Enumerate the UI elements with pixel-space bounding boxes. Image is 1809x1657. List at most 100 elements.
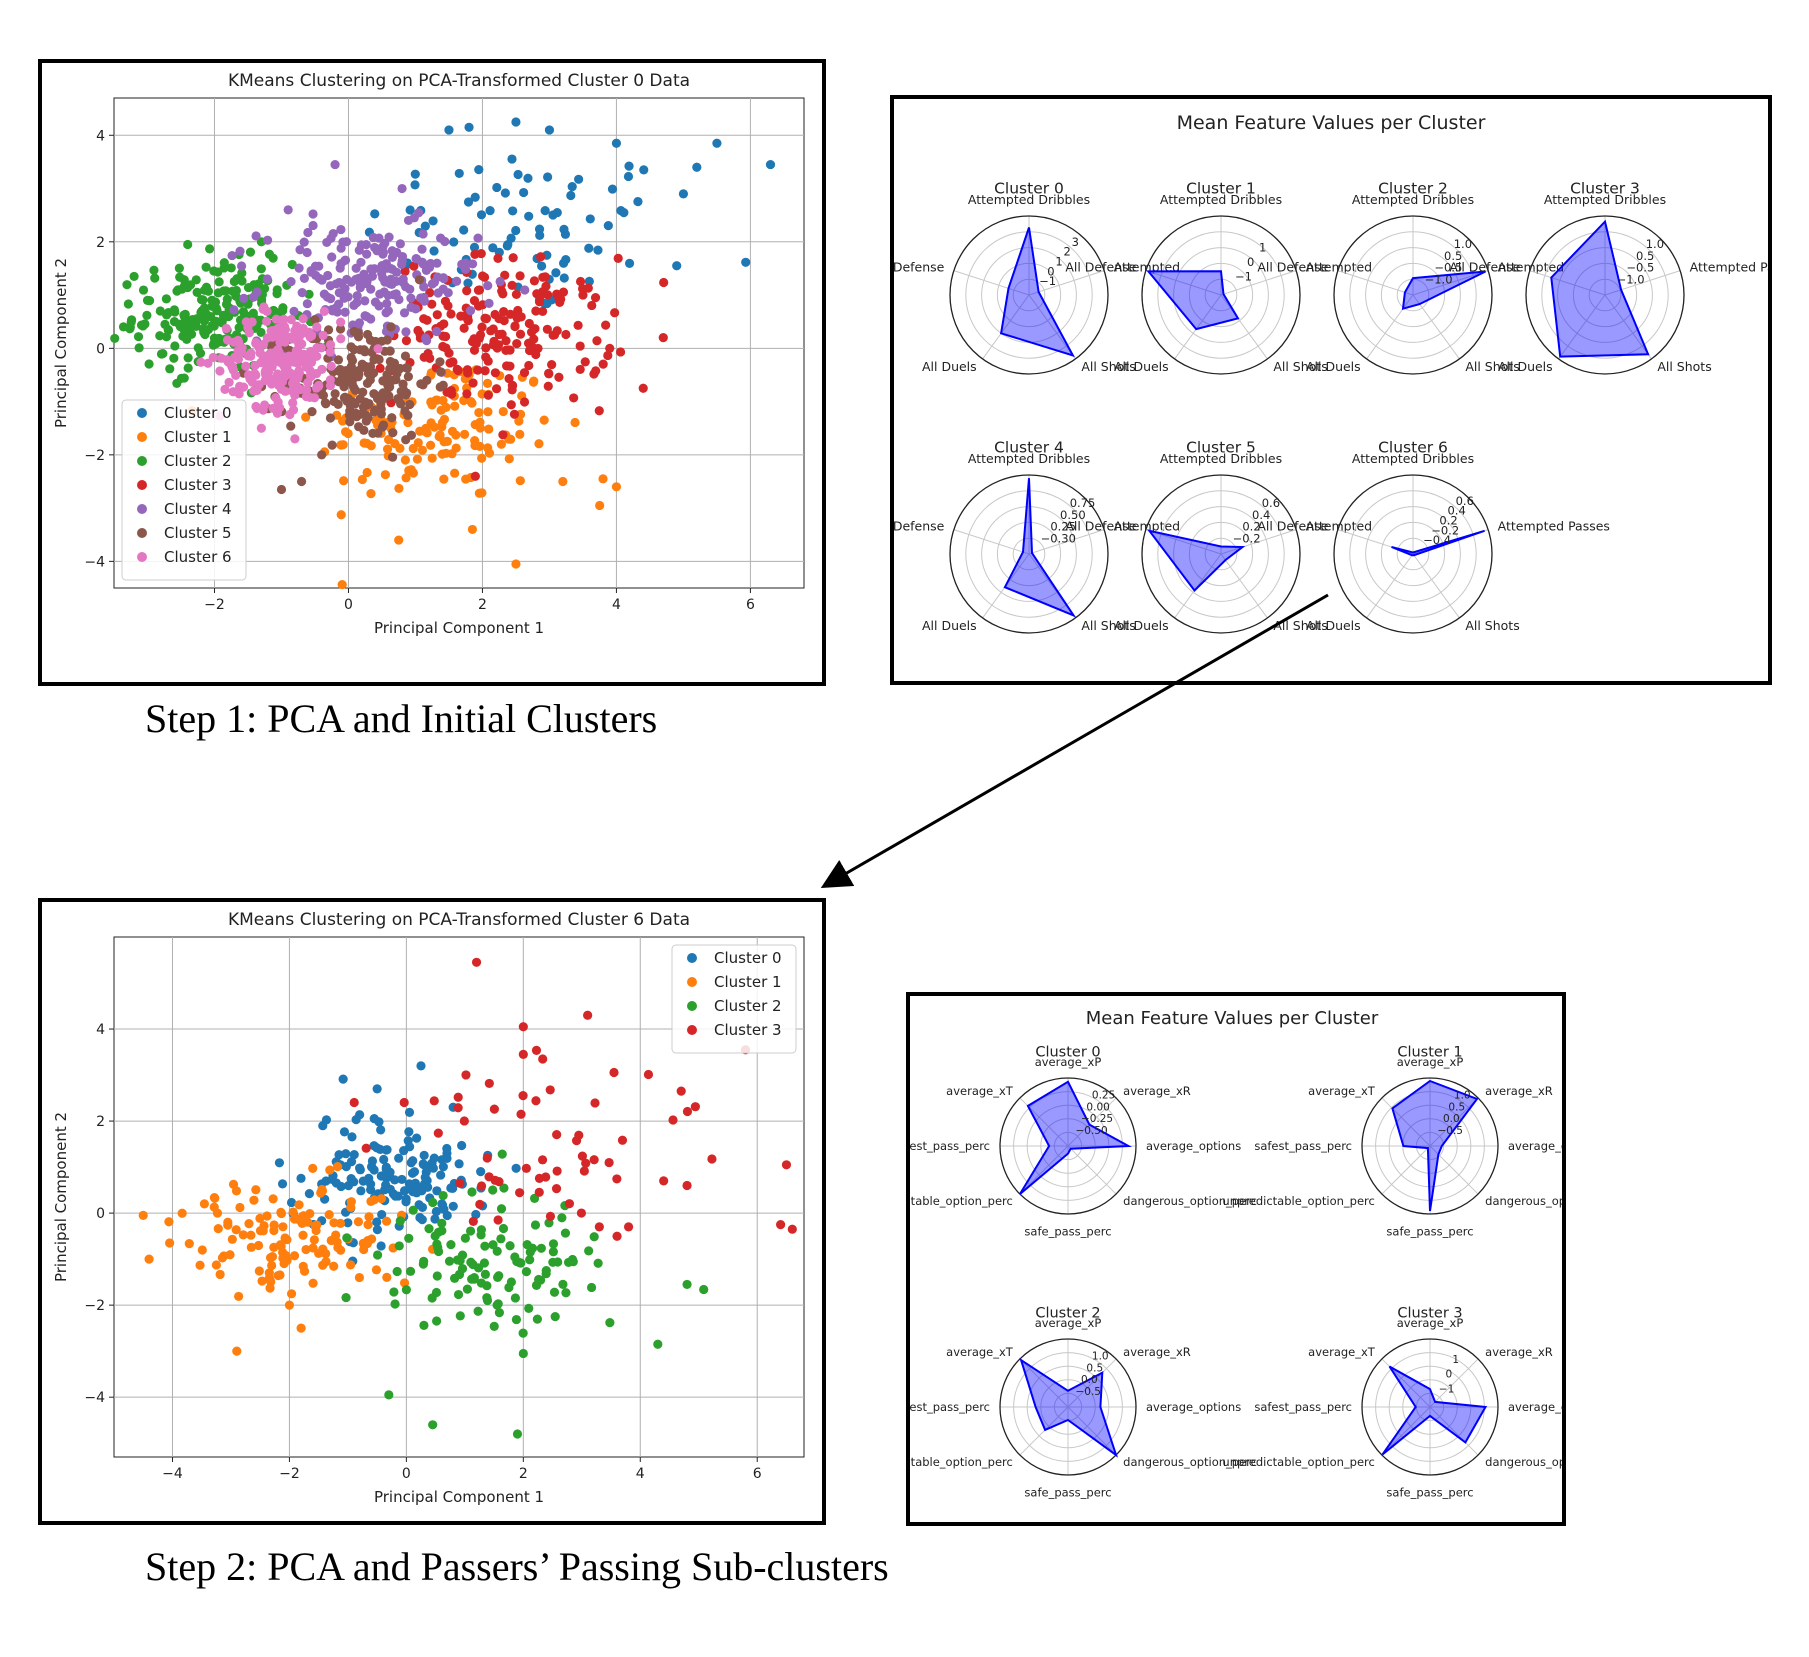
- scatter-point: [269, 1220, 279, 1230]
- scatter-point: [142, 310, 152, 320]
- scatter-point: [381, 1216, 392, 1226]
- scatter-point: [548, 1239, 559, 1249]
- scatter-point: [376, 1125, 386, 1135]
- scatter-point: [466, 1257, 476, 1267]
- radar-r-tick-label: 1: [1259, 241, 1266, 255]
- scatter-point: [246, 1242, 256, 1252]
- radar-spoke: [1145, 270, 1222, 296]
- scatter-point: [165, 1238, 175, 1248]
- radar-outline: [1525, 215, 1685, 375]
- legend-label: Cluster 4: [164, 500, 232, 518]
- scatter-point: [375, 363, 385, 373]
- scatter-point: [412, 1133, 422, 1143]
- scatter-point: [401, 363, 412, 373]
- radar-spoke: [1604, 294, 1652, 360]
- scatter-point: [318, 390, 329, 401]
- scatter-point: [548, 1257, 558, 1267]
- scatter-point: [612, 1174, 622, 1184]
- scatter-point: [352, 297, 362, 308]
- scatter-point: [255, 348, 265, 358]
- scatter-point: [515, 271, 525, 281]
- scatter-point: [290, 326, 300, 336]
- legend-label: Cluster 1: [714, 973, 782, 991]
- scatter-point: [224, 377, 234, 387]
- scatter-point: [577, 1151, 587, 1161]
- scatter-point: [110, 333, 120, 344]
- scatter-point: [394, 535, 404, 545]
- scatter-point: [410, 180, 420, 190]
- scatter-point: [307, 407, 317, 417]
- scatter-point: [432, 326, 442, 337]
- x-tick-label: 4: [636, 1466, 645, 1482]
- scatter-point: [434, 431, 444, 442]
- radar-axis-label: average_xR: [1485, 1345, 1553, 1359]
- scatter-point: [398, 278, 408, 288]
- scatter-point: [380, 277, 390, 287]
- radar-axis-label: All Duels: [1306, 618, 1361, 633]
- scatter-point: [184, 1239, 194, 1249]
- scatter-point: [559, 273, 569, 283]
- scatter-point: [330, 159, 340, 170]
- scatter-point: [299, 273, 309, 283]
- radar-r-tick-label: 1.0: [1092, 1350, 1109, 1362]
- scatter-point: [544, 125, 555, 135]
- scatter-point: [401, 390, 411, 400]
- radar-axis-label: dangerous_option_perc: [1123, 1455, 1257, 1469]
- scatter-point: [191, 275, 201, 285]
- scatter-point: [552, 1130, 562, 1140]
- radar-r-tick-label: 1.0: [1646, 237, 1664, 251]
- scatter-point: [551, 268, 561, 278]
- radar-title: Mean Feature Values per Cluster: [1177, 112, 1486, 134]
- scatter-point: [511, 225, 521, 236]
- scatter-point: [468, 378, 478, 388]
- radar-r-tick-label: 0.5: [1448, 1101, 1465, 1113]
- radar-spoke: [953, 529, 1030, 555]
- radar-spoke: [1220, 294, 1268, 360]
- scatter-point: [513, 169, 523, 180]
- scatter-point: [558, 1279, 568, 1289]
- scatter-point: [498, 1223, 509, 1234]
- scatter-point: [299, 237, 309, 247]
- scatter-point: [623, 171, 634, 182]
- scatter-point: [429, 1153, 439, 1163]
- scatter-point: [193, 343, 203, 353]
- radar-axis-label: average_options: [1146, 1139, 1241, 1153]
- scatter-point: [604, 1157, 614, 1168]
- scatter-point: [354, 1272, 365, 1283]
- scatter-point: [482, 1295, 493, 1306]
- radar-r-tick-label: −1.0: [1425, 272, 1453, 286]
- scatter-point: [331, 1178, 341, 1188]
- scatter-point: [366, 264, 376, 274]
- scatter-point: [512, 339, 522, 349]
- scatter-point: [380, 470, 390, 480]
- scatter-point: [570, 417, 580, 428]
- scatter-point: [485, 205, 495, 216]
- caption-step2: Step 2: PCA and Passers’ Passing Sub-clu…: [145, 1544, 889, 1589]
- radar-spoke: [1366, 553, 1414, 619]
- scatter-chart-step2: KMeans Clustering on PCA-Transformed Clu…: [52, 910, 805, 1506]
- radar-spoke: [1558, 294, 1606, 360]
- scatter-point: [340, 307, 350, 317]
- scatter-point: [351, 263, 361, 273]
- scatter-point: [212, 306, 222, 316]
- scatter-point: [410, 169, 420, 179]
- scatter-point: [603, 221, 613, 231]
- scatter-point: [455, 1311, 465, 1321]
- scatter-point: [251, 231, 261, 241]
- scatter-point: [432, 1316, 442, 1326]
- scatter-point: [220, 384, 230, 394]
- scatter-point: [395, 239, 405, 249]
- scatter-point: [358, 1238, 368, 1248]
- scatter-point: [484, 298, 494, 308]
- scatter-point: [538, 1054, 548, 1064]
- scatter-point: [433, 1242, 443, 1253]
- scatter-point: [227, 1234, 237, 1244]
- scatter-point: [237, 268, 247, 278]
- radar-r-tick-label: 0: [1247, 255, 1254, 269]
- scatter-point: [508, 206, 518, 216]
- scatter-point: [138, 285, 149, 295]
- scatter-point: [586, 1282, 597, 1293]
- scatter-point: [352, 412, 362, 422]
- scatter-point: [552, 207, 562, 218]
- scatter-point: [312, 322, 322, 332]
